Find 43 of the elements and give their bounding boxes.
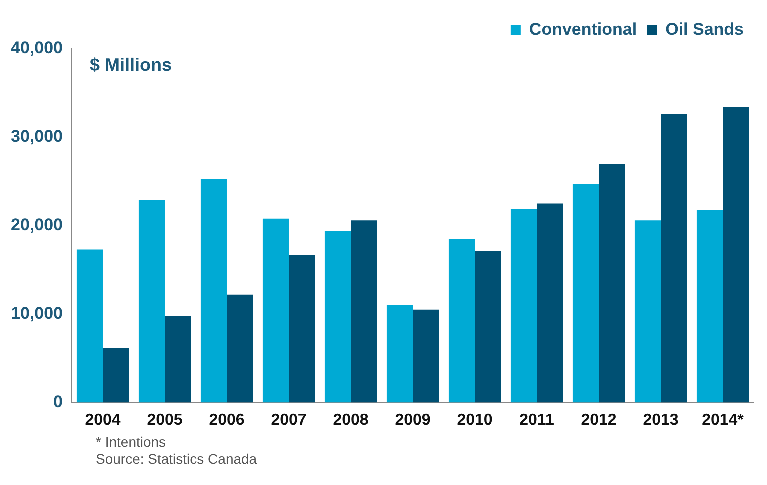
source-note: Source: Statistics Canada (96, 451, 258, 468)
y-tick-label: 40,000 (10, 38, 63, 58)
bar (634, 220, 661, 403)
x-tick-label: 2012 (581, 412, 617, 429)
y-tick-label: 0 (54, 392, 63, 412)
bar (262, 218, 289, 403)
bar (351, 220, 378, 403)
bar (138, 200, 165, 403)
bar (200, 179, 227, 403)
x-tick-label: 2010 (457, 412, 493, 429)
bar (599, 164, 626, 403)
bar (386, 306, 413, 403)
y-axis-title: $ Millions (90, 54, 172, 75)
bar (537, 204, 564, 403)
x-tick-label: 2008 (333, 412, 369, 429)
x-tick-label: 2014* (702, 412, 745, 429)
x-tick-label: 2005 (147, 412, 183, 429)
bar (572, 184, 599, 403)
bar (723, 107, 750, 403)
bar (510, 209, 537, 403)
legend-label: Conventional (529, 20, 638, 40)
bar (324, 231, 351, 403)
x-tick-label: 2009 (395, 412, 431, 429)
legend-label: Oil Sands (666, 20, 744, 40)
bar (289, 255, 316, 403)
x-tick-label: 2006 (209, 412, 245, 429)
y-tick-label: 20,000 (10, 216, 63, 235)
bar (76, 250, 103, 403)
x-tick-label: 2011 (520, 412, 554, 429)
y-tick-label: 30,000 (10, 127, 63, 146)
bar (448, 239, 475, 403)
bar (164, 316, 192, 403)
y-tick-label: 10,000 (10, 304, 63, 324)
bar (696, 210, 723, 403)
bar (661, 114, 688, 403)
bar (226, 294, 254, 403)
x-tick-label: 2004 (85, 412, 121, 429)
bar (102, 348, 130, 403)
bar (413, 310, 440, 403)
text: * Intentions (96, 434, 168, 451)
x-tick-label: 2007 (271, 412, 307, 429)
bar (475, 252, 502, 403)
x-tick-label: 2013 (643, 412, 679, 429)
